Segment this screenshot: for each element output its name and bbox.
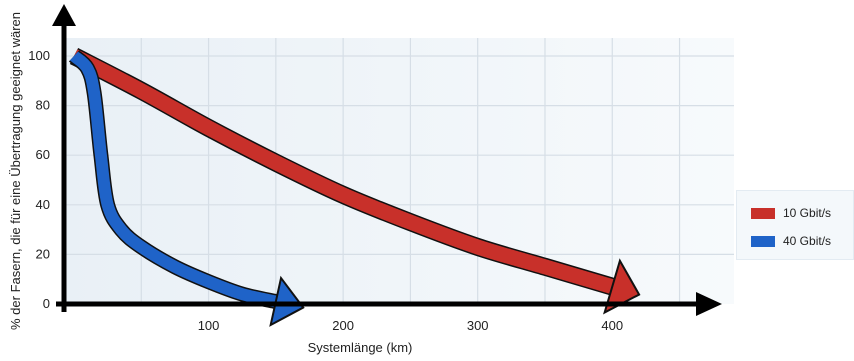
y-tick-label: 0 xyxy=(43,296,50,311)
legend-swatch-40gbit xyxy=(751,236,775,247)
x-tick-label: 200 xyxy=(332,318,354,333)
x-tick-label: 100 xyxy=(198,318,220,333)
legend-label-10gbit: 10 Gbit/s xyxy=(783,206,831,220)
legend-swatch-10gbit xyxy=(751,208,775,219)
x-axis-title: Systemlänge (km) xyxy=(308,340,413,355)
x-tick-label: 400 xyxy=(601,318,623,333)
legend: 10 Gbit/s 40 Gbit/s xyxy=(736,190,854,260)
y-tick-label: 100 xyxy=(28,48,50,63)
y-axis-title: % der Fasern, die für eine Übertragung g… xyxy=(8,12,23,330)
y-tick-label: 60 xyxy=(36,147,50,162)
legend-item-10gbit: 10 Gbit/s xyxy=(751,205,831,221)
y-axis-arrow-icon xyxy=(52,4,76,26)
y-tick-label: 80 xyxy=(36,98,50,113)
legend-item-40gbit: 40 Gbit/s xyxy=(751,233,831,249)
legend-label-40gbit: 40 Gbit/s xyxy=(783,234,831,248)
y-tick-label: 20 xyxy=(36,246,50,261)
y-tick-label: 40 xyxy=(36,197,50,212)
x-tick-label: 300 xyxy=(467,318,489,333)
